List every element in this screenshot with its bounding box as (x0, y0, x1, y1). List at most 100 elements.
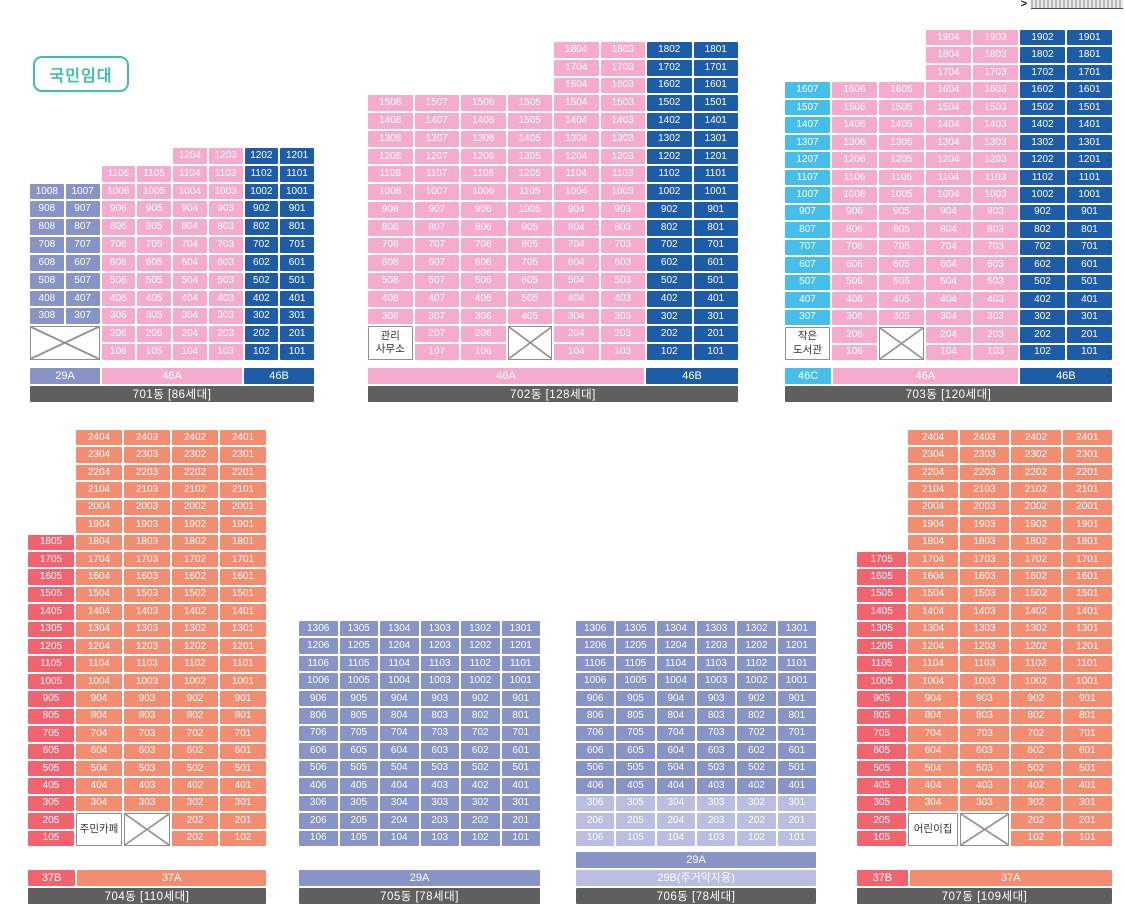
unit-cell: 1302 (172, 621, 218, 637)
unit-cell: 603 (208, 254, 243, 271)
unit-cell: 403 (973, 292, 1018, 308)
unit-cell: 1102 (244, 165, 279, 182)
unit-cell: 2302 (1011, 447, 1061, 463)
unit-cell: 1904 (76, 517, 122, 533)
unit-cell: 608 (30, 254, 64, 271)
unit-cell: 303 (208, 308, 243, 325)
unit-cell: 503 (420, 760, 459, 777)
unit-cell: 2002 (1011, 499, 1061, 516)
unit-cell: 1603 (600, 77, 645, 94)
unit-cell: 902 (244, 201, 279, 218)
unit-cell: 1303 (420, 621, 459, 637)
unit-cell: 1203 (973, 152, 1018, 168)
unit-cell: 1003 (959, 673, 1010, 690)
unit-cell: 802 (244, 219, 279, 236)
unit-cell: 801 (1062, 708, 1112, 725)
unit-cell: 601 (1062, 743, 1112, 759)
unit-cell: 102 (647, 344, 692, 360)
unit-cell: 1505 (507, 95, 552, 112)
crossed-out-cell (879, 327, 924, 360)
unit-cell: 105 (616, 830, 655, 846)
unit-cell: 1701 (1062, 551, 1112, 568)
unit-cell: 303 (124, 795, 170, 812)
unit-cell: 1603 (959, 569, 1010, 585)
unit-cell: 307 (785, 309, 830, 326)
unit-cell: 902 (172, 691, 218, 707)
unit-cell: 2303 (124, 447, 170, 463)
unit-cell: 706 (299, 725, 338, 742)
unit-cell: 1602 (1011, 569, 1061, 585)
unit-cell: 703 (696, 725, 736, 742)
unit-cell: 404 (76, 778, 122, 794)
unit-cell: 402 (172, 778, 218, 794)
unit-cell: 802 (172, 708, 218, 725)
unit-cell: 1604 (554, 77, 599, 94)
unit-cell: 505 (879, 274, 924, 291)
building-title-705: 705동 [78세대] (299, 888, 540, 904)
unit-cell: 703 (959, 726, 1010, 742)
crossed-out-cell (507, 326, 552, 360)
unit-cell: 603 (124, 743, 170, 759)
unit-cell: 1203 (124, 639, 170, 655)
legend-row: 46C 46A 46B (785, 368, 1112, 384)
unit-cell: 1004 (656, 673, 695, 689)
unit-cell: 1903 (959, 517, 1010, 533)
unit-cell: 2401 (220, 430, 266, 446)
unit-cell: 1504 (554, 95, 599, 112)
unit-cell: 1401 (220, 604, 266, 620)
unit-cell: 206 (832, 327, 877, 343)
unit-cell: 1301 (777, 621, 816, 637)
unit-cell: 1605 (879, 82, 924, 98)
unit-cell: 1303 (973, 134, 1018, 151)
unit-cell: 406 (576, 778, 615, 794)
legend-segment-46A: 46A (368, 368, 644, 384)
unit-cell: 908 (368, 201, 413, 218)
unit-cell: 606 (576, 743, 615, 759)
building-705: 1306 1305 1304 1303 1302 1301 1206 1205 1204 1203… (299, 621, 540, 904)
unit-grid-701: 1204 1203 1202 1201 1106 1105 1104 1103 1102 1101… (30, 148, 314, 360)
unit-cell: 1801 (1067, 47, 1112, 63)
unit-cell: 605 (879, 257, 924, 273)
unit-cell: 707 (785, 239, 830, 256)
unit-cell: 705 (879, 239, 924, 256)
legend-row: 46A 46B (368, 368, 738, 384)
unit-cell: 2202 (1011, 464, 1061, 481)
unit-cell: 707 (65, 237, 100, 253)
unit-cell: 1201 (280, 148, 314, 164)
legend-row: 37B 37A (28, 870, 266, 886)
unit-cell: 1506 (461, 95, 506, 112)
unit-cell: 905 (28, 691, 74, 707)
legend-segment-29B: 29B(주거약자용) (576, 870, 816, 886)
unit-cell: 105 (339, 830, 378, 846)
unit-cell: 1901 (1067, 30, 1112, 46)
unit-cell: 502 (647, 273, 692, 289)
unit-cell: 704 (173, 237, 207, 253)
unit-cell: 803 (124, 708, 170, 725)
unit-cell: 903 (208, 201, 243, 218)
unit-cell: 508 (30, 272, 64, 289)
unit-cell: 605 (339, 743, 378, 759)
corner-link[interactable]: > (1021, 0, 1123, 10)
unit-cell: 1104 (908, 656, 958, 672)
building-704: 2404 2403 2402 2401 2304 2303 2302 2301 2204 2203… (28, 430, 266, 904)
unit-cell: 1304 (76, 621, 122, 637)
unit-cell: 1006 (576, 673, 615, 689)
unit-cell: 907 (785, 204, 830, 221)
unit-cell: 305 (28, 795, 74, 812)
unit-cell: 1506 (832, 99, 877, 116)
unit-cell: 407 (785, 292, 830, 308)
unit-cell: 403 (208, 290, 243, 307)
unit-cell: 1205 (879, 152, 924, 168)
unit-cell: 702 (172, 726, 218, 742)
unit-cell: 405 (857, 778, 907, 794)
unit-cell: 1304 (926, 134, 971, 151)
unit-cell: 906 (461, 201, 506, 218)
unit-cell: 1202 (737, 638, 776, 654)
legend-segment-29A: 29A (576, 852, 816, 868)
unit-cell: 1804 (554, 42, 599, 58)
unit-cell: 1003 (696, 673, 736, 689)
unit-cell: 506 (576, 760, 615, 777)
unit-cell: 1302 (737, 621, 776, 637)
unit-cell: 505 (28, 760, 74, 777)
unit-cell: 102 (1020, 344, 1065, 360)
